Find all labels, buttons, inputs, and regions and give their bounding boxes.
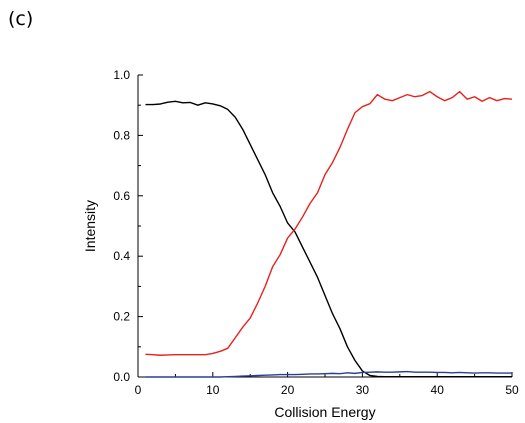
y-tick-label: 1.0	[113, 68, 130, 82]
y-tick-label: 0.6	[113, 189, 130, 203]
axes: 0 10 20 30 40 50 0.0 0.2 0.4 0.6 0.8 1.0	[113, 68, 519, 397]
x-tick-label: 50	[505, 383, 519, 397]
series-line-1	[145, 100, 512, 378]
series-lines	[145, 90, 513, 378]
y-axis-title: Intensity	[82, 200, 98, 252]
x-axis-title: Collision Energy	[274, 404, 375, 420]
x-tick-label: 40	[431, 383, 445, 397]
panel-label: (c)	[8, 8, 34, 30]
x-tick-label: 20	[281, 383, 295, 397]
y-tick-label: 0.2	[113, 310, 130, 324]
series-line-3	[145, 370, 512, 378]
x-tick-label: 30	[356, 383, 370, 397]
y-tick-label: 0.8	[113, 128, 130, 142]
x-tick-label: 0	[135, 383, 142, 397]
y-tick-label: 0.4	[113, 249, 130, 263]
x-tick-label: 10	[206, 383, 220, 397]
series-line-2	[145, 90, 513, 356]
y-tick-label: 0.0	[113, 370, 130, 384]
